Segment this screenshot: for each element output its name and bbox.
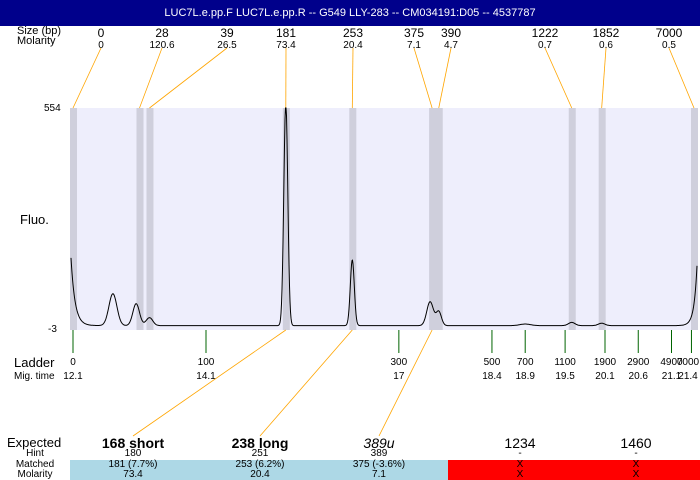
hint-value: 389 [370,448,388,459]
hint-value: 180 [124,448,142,459]
ladder-time-label: 20.1 [595,371,615,382]
peak-size-label: 375 [403,26,425,40]
ladder-label: Ladder [14,355,55,370]
molarity-label: Molarity [17,35,56,47]
window-title: LUC7L.e.pp.F LUC7L.e.pp.R -- G549 LLY-28… [0,0,700,26]
molarity-value: 7.1 [372,469,386,480]
peak-band [282,108,290,330]
peak-band [429,108,437,330]
molarity-row-label: Molarity [17,469,53,480]
missing-band [448,460,700,480]
plot-area [70,108,698,330]
ladder-time-label: 20.6 [628,371,648,382]
peak-size-label: 39 [220,26,234,40]
ladder-time-label: 21.4 [678,371,698,382]
ladder-time-label: 18.9 [515,371,535,382]
expected-connector [378,329,433,437]
matched-value: X [632,459,640,470]
ladder-size-label: 700 [516,357,534,368]
hint-value: 251 [251,448,269,459]
matched-value: X [516,459,524,470]
expected-fragment: 389u [363,435,395,451]
peak-size-label: 7000 [655,26,683,40]
peak-band [691,108,698,330]
peak-molarity-label: 0.5 [662,40,676,51]
ladder-size-label: 300 [390,357,408,368]
hint-value: - [634,448,638,459]
migtime-label: Mig. time [14,371,55,382]
peak-band [70,108,77,330]
expected-fragment: 238 long [231,435,289,451]
peak-size-label: 390 [440,26,462,40]
peak-molarity-label: 26.5 [217,40,237,51]
matched-label: Matched [15,459,55,470]
expected-connector [132,329,287,437]
peak-band [146,108,154,330]
peak-connector [668,47,695,109]
expected-fragment: 168 short [101,435,165,451]
ladder-time-label: 12.1 [63,371,83,382]
peak-size-label: 0 [97,26,105,40]
fluo-label: Fluo. [20,212,49,227]
size-label: Size (bp) [17,25,62,37]
fluorescence-trace [70,107,698,327]
hint-value: - [518,448,522,459]
peak-size-label: 253 [342,26,364,40]
ladder-size-label: 1100 [554,357,576,368]
expected-fragment: 1460 [620,435,652,451]
peak-connector [139,47,163,109]
peak-molarity-label: 4.7 [444,40,458,51]
peak-connector [601,47,607,109]
peak-connector [149,47,228,109]
y-min-tick: -3 [48,324,57,335]
peak-molarity-label: 0.6 [599,40,613,51]
hint-label: Hint [26,448,44,459]
ladder-time-label: 19.5 [555,371,575,382]
peak-connector [72,47,102,109]
peak-band [568,108,576,330]
matched-value: 253 (6.2%) [235,459,285,470]
peak-molarity-label: 0 [98,40,104,51]
molarity-value: X [516,469,524,480]
peak-molarity-label: 73.4 [276,40,296,51]
peak-connector [438,47,452,109]
matched-value: 181 (7.7%) [108,459,158,470]
ladder-size-label: 7000 [676,357,700,368]
ladder-size-label: 1900 [593,357,617,368]
ladder-size-label: 2900 [627,357,650,368]
peak-connector [544,47,573,109]
ladder-size-label: 100 [197,357,215,368]
molarity-value: 73.4 [123,469,143,480]
peak-molarity-label: 0.7 [538,40,552,51]
peak-band [136,108,144,330]
peak-band [598,108,606,330]
ladder-size-label: 500 [483,357,501,368]
ladder-time-label: 18.4 [482,371,502,382]
expected-connector [259,329,353,437]
peak-band [435,108,443,330]
peak-band [349,108,357,330]
ladder-time-label: 14.1 [196,371,216,382]
peak-size-label: 181 [275,26,297,40]
matched-value: 375 (-3.6%) [352,459,406,470]
peak-connector [351,47,354,109]
peak-molarity-label: 20.4 [343,40,363,51]
peak-connector [413,47,433,109]
molarity-value: 20.4 [250,469,270,480]
y-max-tick: 554 [44,103,61,114]
peak-size-label: 1222 [531,26,559,40]
molarity-value: X [632,469,640,480]
peak-molarity-label: 120.6 [149,40,175,51]
ladder-size-label: 4900 [660,357,683,368]
ladder-time-label: 17 [393,371,405,382]
ladder-time-label: 21.1 [661,371,682,382]
peak-size-label: 1852 [592,26,620,40]
ladder-size-label: 0 [70,357,76,368]
peak-size-label: 28 [155,26,169,40]
expected-label: Expected [7,435,62,450]
peak-molarity-label: 7.1 [407,40,421,51]
expected-fragment: 1234 [504,435,536,451]
matched-band [70,460,448,480]
